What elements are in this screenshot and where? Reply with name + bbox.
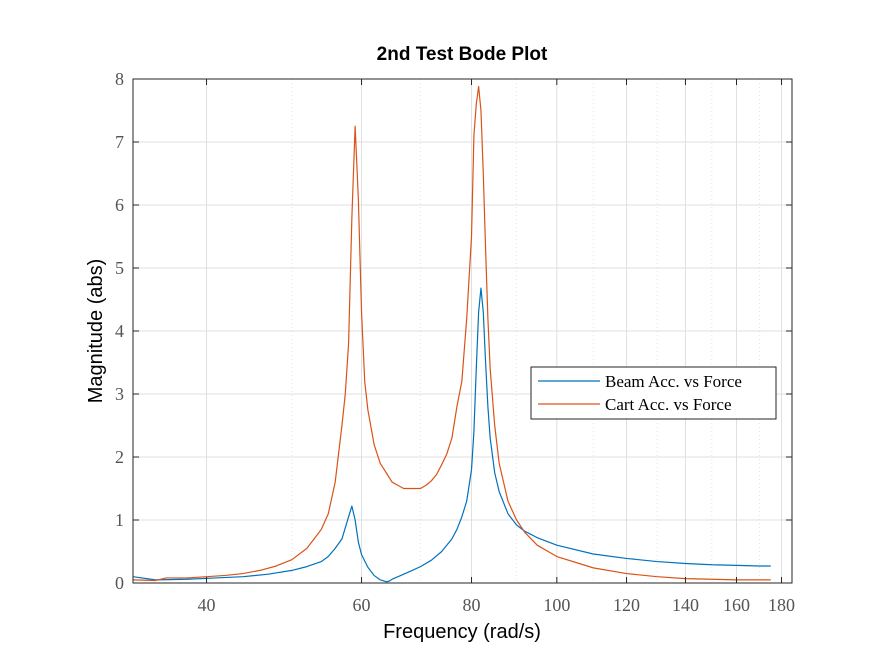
- series-layer: [132, 85, 771, 583]
- ticks: 40 60 80 100 120 140 160 180 0 1 2 3 4 5 6 7 8: [115, 69, 795, 615]
- legend-label-cart: Cart Acc. vs Force: [605, 395, 732, 414]
- y-tick-label: 0: [115, 573, 124, 593]
- y-tick-label: 2: [115, 447, 124, 467]
- y-tick-label: 7: [115, 132, 124, 152]
- y-axis-label: Magnitude (abs): [85, 259, 107, 404]
- chart-title: 2nd Test Bode Plot: [377, 44, 548, 65]
- series-line-0: [132, 287, 771, 583]
- x-tick-label: 160: [723, 595, 750, 615]
- series-line-1: [132, 85, 771, 582]
- legend: Beam Acc. vs Force Cart Acc. vs Force: [530, 366, 777, 420]
- legend-label-beam: Beam Acc. vs Force: [605, 372, 742, 391]
- x-tick-label: 120: [613, 595, 640, 615]
- x-tick-label: 180: [768, 595, 795, 615]
- y-tick-label: 3: [115, 384, 124, 404]
- x-tick-label: 60: [353, 595, 371, 615]
- x-tick-label: 40: [198, 595, 216, 615]
- y-tick-label: 5: [115, 258, 124, 278]
- x-tick-label: 80: [463, 595, 481, 615]
- legend-box: [530, 366, 777, 420]
- y-tick-label: 1: [115, 510, 124, 530]
- x-tick-label: 140: [672, 595, 699, 615]
- y-tick-label: 8: [115, 69, 124, 89]
- y-tick-label: 6: [115, 195, 124, 215]
- x-tick-label: 100: [543, 595, 570, 615]
- x-axis-label: Frequency (rad/s): [383, 621, 541, 643]
- y-tick-label: 4: [115, 321, 124, 341]
